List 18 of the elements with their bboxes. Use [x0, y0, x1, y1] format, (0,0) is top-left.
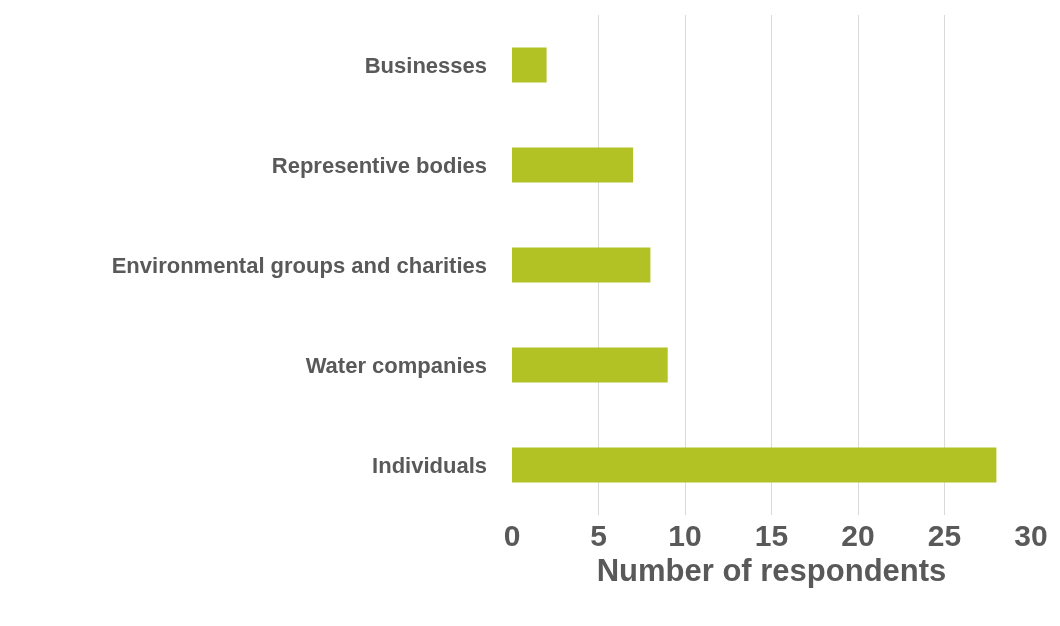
bar — [512, 147, 634, 183]
x-axis-title: Number of respondents — [596, 553, 947, 589]
y-tick-label: Individuals — [372, 452, 487, 478]
x-tick-label: 15 — [754, 519, 789, 552]
bar — [512, 47, 547, 83]
y-tick-label: Water companies — [305, 352, 487, 378]
y-tick-label: Businesses — [364, 52, 487, 78]
bar — [512, 447, 997, 483]
x-tick-label: 20 — [841, 519, 875, 552]
x-tick-label: 5 — [590, 519, 607, 552]
x-tick-label: 25 — [927, 519, 962, 552]
y-tick-label: Environmental groups and charities — [111, 252, 487, 278]
x-tick-label: 10 — [668, 519, 702, 552]
y-tick-label: Representive bodies — [271, 152, 487, 178]
bar — [512, 247, 651, 283]
bar — [512, 347, 668, 383]
x-tick-label: 0 — [503, 519, 521, 552]
x-tick-label: 30 — [1014, 519, 1048, 552]
